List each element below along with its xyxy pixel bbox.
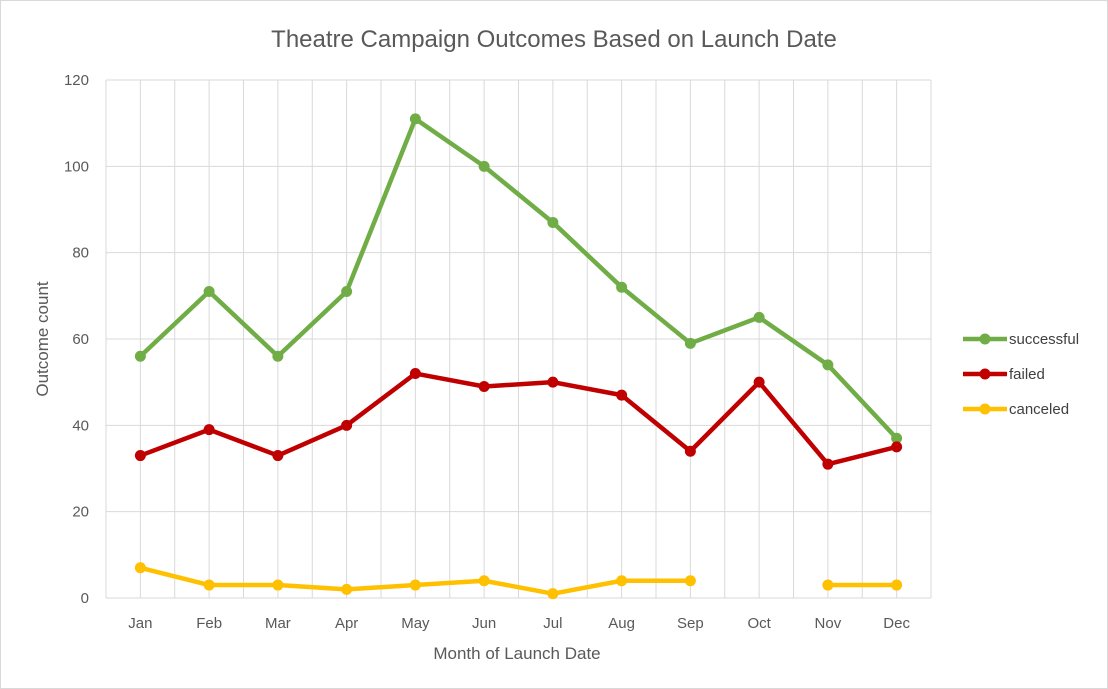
data-point <box>341 583 353 595</box>
data-point <box>822 458 834 470</box>
y-axis-ticks: 0 20 40 60 80 100 120 <box>64 72 89 607</box>
data-point <box>341 419 353 431</box>
legend-label: failed <box>1009 366 1045 383</box>
x-tick-label: Apr <box>335 615 358 632</box>
legend-label: successful <box>1009 331 1079 348</box>
series-line <box>138 371 899 467</box>
legend-item-canceled: canceled <box>963 401 1069 418</box>
data-point <box>547 588 559 600</box>
x-tick-label: Mar <box>265 615 291 632</box>
data-point <box>547 216 559 228</box>
data-point <box>684 445 696 457</box>
data-point <box>616 281 628 293</box>
data-point <box>478 160 490 172</box>
legend: successful failed canceled <box>963 331 1079 418</box>
data-point <box>822 579 834 591</box>
x-tick-label: Aug <box>608 615 635 632</box>
series-canceled <box>134 562 903 600</box>
legend-swatch-marker <box>979 403 991 415</box>
y-tick-label: 100 <box>64 158 89 175</box>
x-tick-label: Jan <box>128 615 152 632</box>
data-point <box>134 350 146 362</box>
series-failed <box>134 368 903 470</box>
data-point <box>822 359 834 371</box>
legend-item-failed: failed <box>963 366 1045 383</box>
data-point <box>341 286 353 298</box>
y-tick-label: 20 <box>72 504 89 521</box>
series-line <box>138 116 899 441</box>
data-point <box>891 441 903 453</box>
x-axis-title: Month of Launch Date <box>433 644 600 663</box>
legend-swatch-marker <box>979 333 991 345</box>
x-tick-label: Nov <box>815 615 842 632</box>
series-layer <box>134 113 903 600</box>
data-point <box>409 579 421 591</box>
data-point <box>409 368 421 380</box>
data-point <box>203 579 215 591</box>
y-tick-label: 120 <box>64 72 89 89</box>
y-tick-label: 40 <box>72 417 89 434</box>
x-tick-label: May <box>401 615 430 632</box>
x-tick-label: Oct <box>747 615 771 632</box>
series-successful <box>134 113 903 444</box>
legend-label: canceled <box>1009 401 1069 418</box>
data-point <box>753 311 765 323</box>
data-point <box>134 562 146 574</box>
gridlines <box>105 79 932 599</box>
data-point <box>616 575 628 587</box>
data-point <box>547 376 559 388</box>
data-point <box>753 376 765 388</box>
data-point <box>409 113 421 125</box>
y-tick-label: 80 <box>72 245 89 262</box>
data-point <box>891 432 903 444</box>
x-tick-label: Dec <box>883 615 910 632</box>
legend-swatch-marker <box>979 368 991 380</box>
data-point <box>203 424 215 436</box>
data-point <box>203 286 215 298</box>
legend-item-successful: successful <box>963 331 1079 348</box>
data-point <box>272 350 284 362</box>
chart-title: Theatre Campaign Outcomes Based on Launc… <box>271 26 837 53</box>
data-point <box>891 579 903 591</box>
data-point <box>684 575 696 587</box>
data-point <box>616 389 628 401</box>
data-point <box>478 575 490 587</box>
data-point <box>272 450 284 462</box>
x-axis-ticks: Jan Feb Mar Apr May Jun Jul Aug Sep Oct Nov Dec <box>128 615 910 632</box>
y-axis-title: Outcome count <box>33 281 52 397</box>
data-point <box>272 579 284 591</box>
data-point <box>478 380 490 392</box>
y-tick-label: 60 <box>72 331 89 348</box>
data-point <box>134 450 146 462</box>
y-tick-label: 0 <box>81 590 89 607</box>
x-tick-label: Sep <box>677 615 704 632</box>
x-tick-label: Jun <box>472 615 496 632</box>
x-tick-label: Jul <box>543 615 562 632</box>
x-tick-label: Feb <box>196 615 222 632</box>
data-point <box>684 337 696 349</box>
